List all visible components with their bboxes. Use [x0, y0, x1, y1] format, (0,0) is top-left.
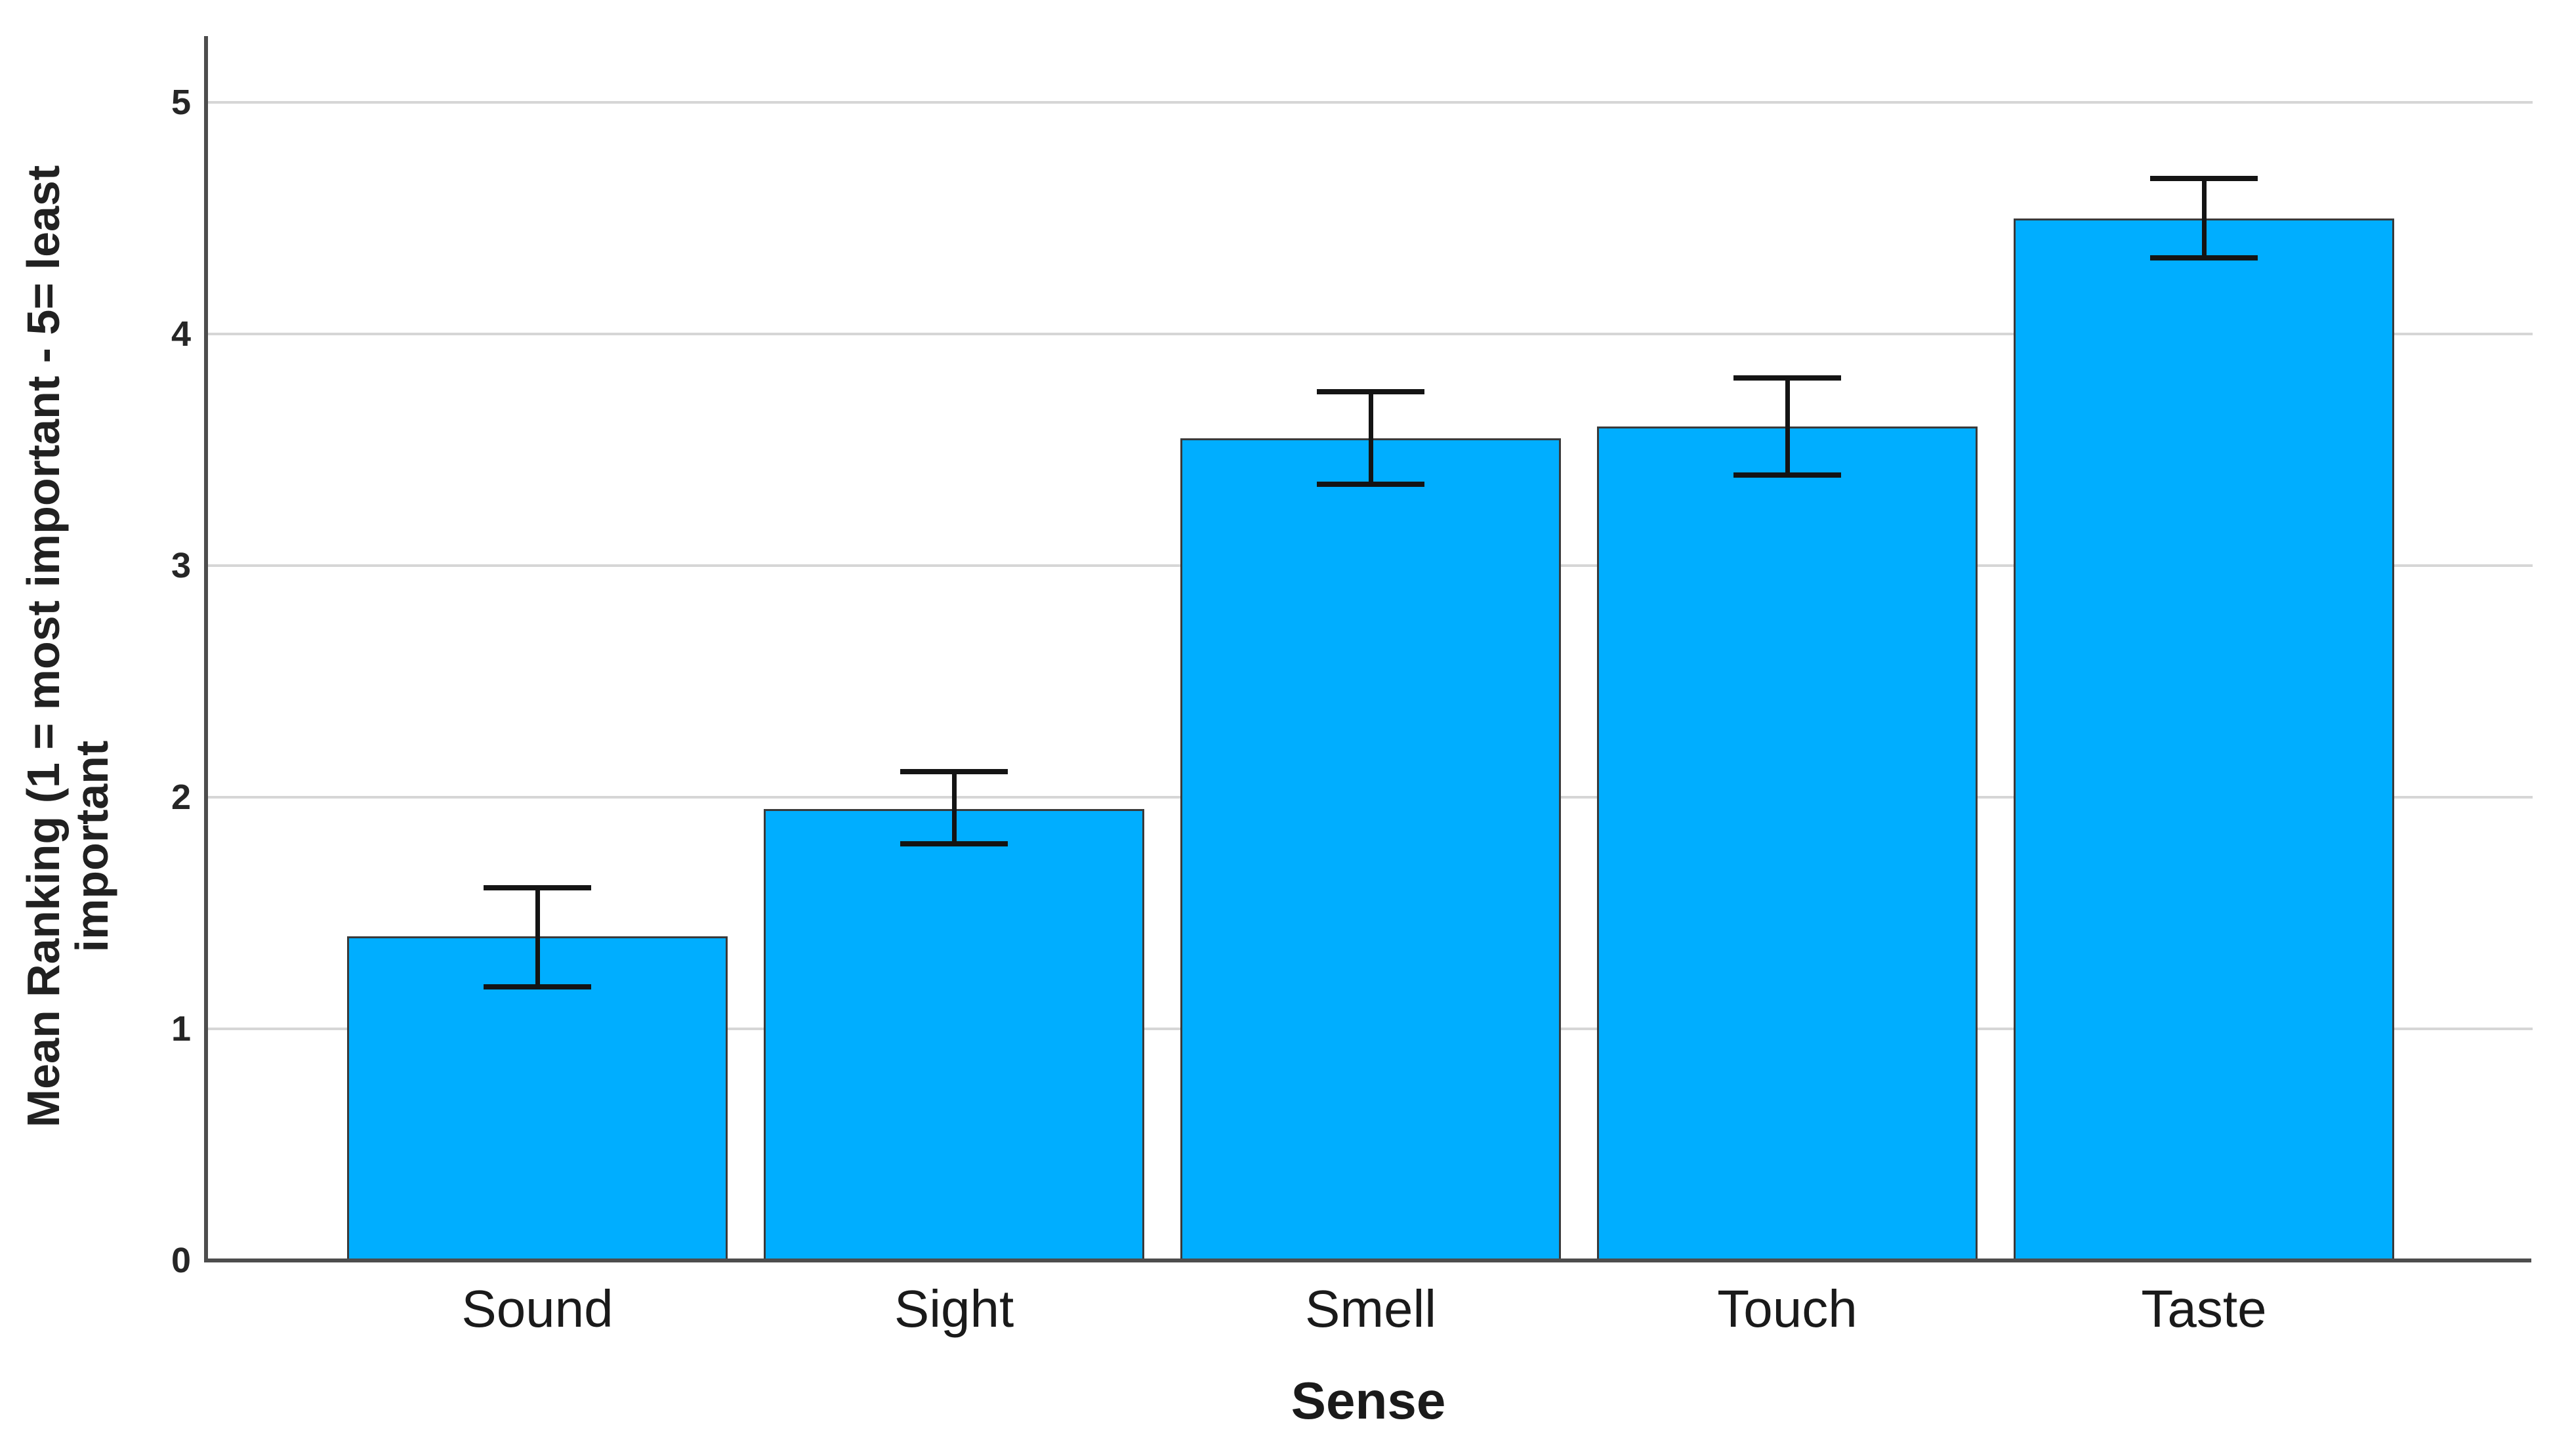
y-axis-title-line2: important — [66, 740, 117, 953]
error-bar-line-touch — [1785, 378, 1790, 476]
gridline-5 — [208, 101, 2533, 104]
y-axis-title-line1: Mean Ranking (1 = most important - 5= le… — [18, 165, 69, 1128]
x-tick-label-taste: Taste — [2141, 1279, 2267, 1338]
bar-sight — [764, 808, 1144, 1262]
y-tick-label-1: 1 — [171, 1009, 191, 1049]
y-tick-label-5: 5 — [171, 83, 191, 122]
y-tick-label-4: 4 — [171, 314, 191, 354]
x-tick-label-sight: Sight — [894, 1279, 1014, 1338]
x-tick-label-touch: Touch — [1717, 1279, 1857, 1338]
y-tick-label-3: 3 — [171, 546, 191, 585]
bar-taste — [2014, 218, 2394, 1262]
y-tick-label-0: 0 — [171, 1241, 191, 1280]
y-tick-label-2: 2 — [171, 778, 191, 817]
error-bar-cap-bottom-touch — [1733, 472, 1841, 478]
x-tick-label-sound: Sound — [461, 1279, 613, 1338]
error-bar-cap-bottom-sound — [484, 984, 591, 990]
error-bar-line-sound — [535, 887, 540, 988]
bar-touch — [1597, 426, 1978, 1262]
error-bar-cap-top-sight — [900, 769, 1008, 775]
bar-smell — [1180, 438, 1561, 1262]
x-axis-line — [204, 1258, 2531, 1262]
x-tick-label-smell: Smell — [1304, 1279, 1437, 1338]
x-axis-title: Sense — [1291, 1371, 1446, 1430]
error-bar-cap-bottom-sight — [900, 841, 1008, 846]
error-bar-line-taste — [2202, 178, 2207, 258]
error-bar-cap-top-touch — [1733, 375, 1841, 381]
error-bar-cap-top-sound — [484, 884, 591, 890]
error-bar-cap-bottom-smell — [1317, 482, 1424, 488]
error-bar-line-sight — [952, 772, 957, 844]
error-bar-cap-bottom-taste — [2150, 255, 2258, 260]
error-bar-cap-top-taste — [2150, 176, 2258, 182]
gridline-4 — [208, 333, 2533, 335]
error-bar-cap-top-smell — [1317, 389, 1424, 395]
y-axis-line — [204, 36, 208, 1262]
error-bar-line-smell — [1369, 392, 1373, 485]
